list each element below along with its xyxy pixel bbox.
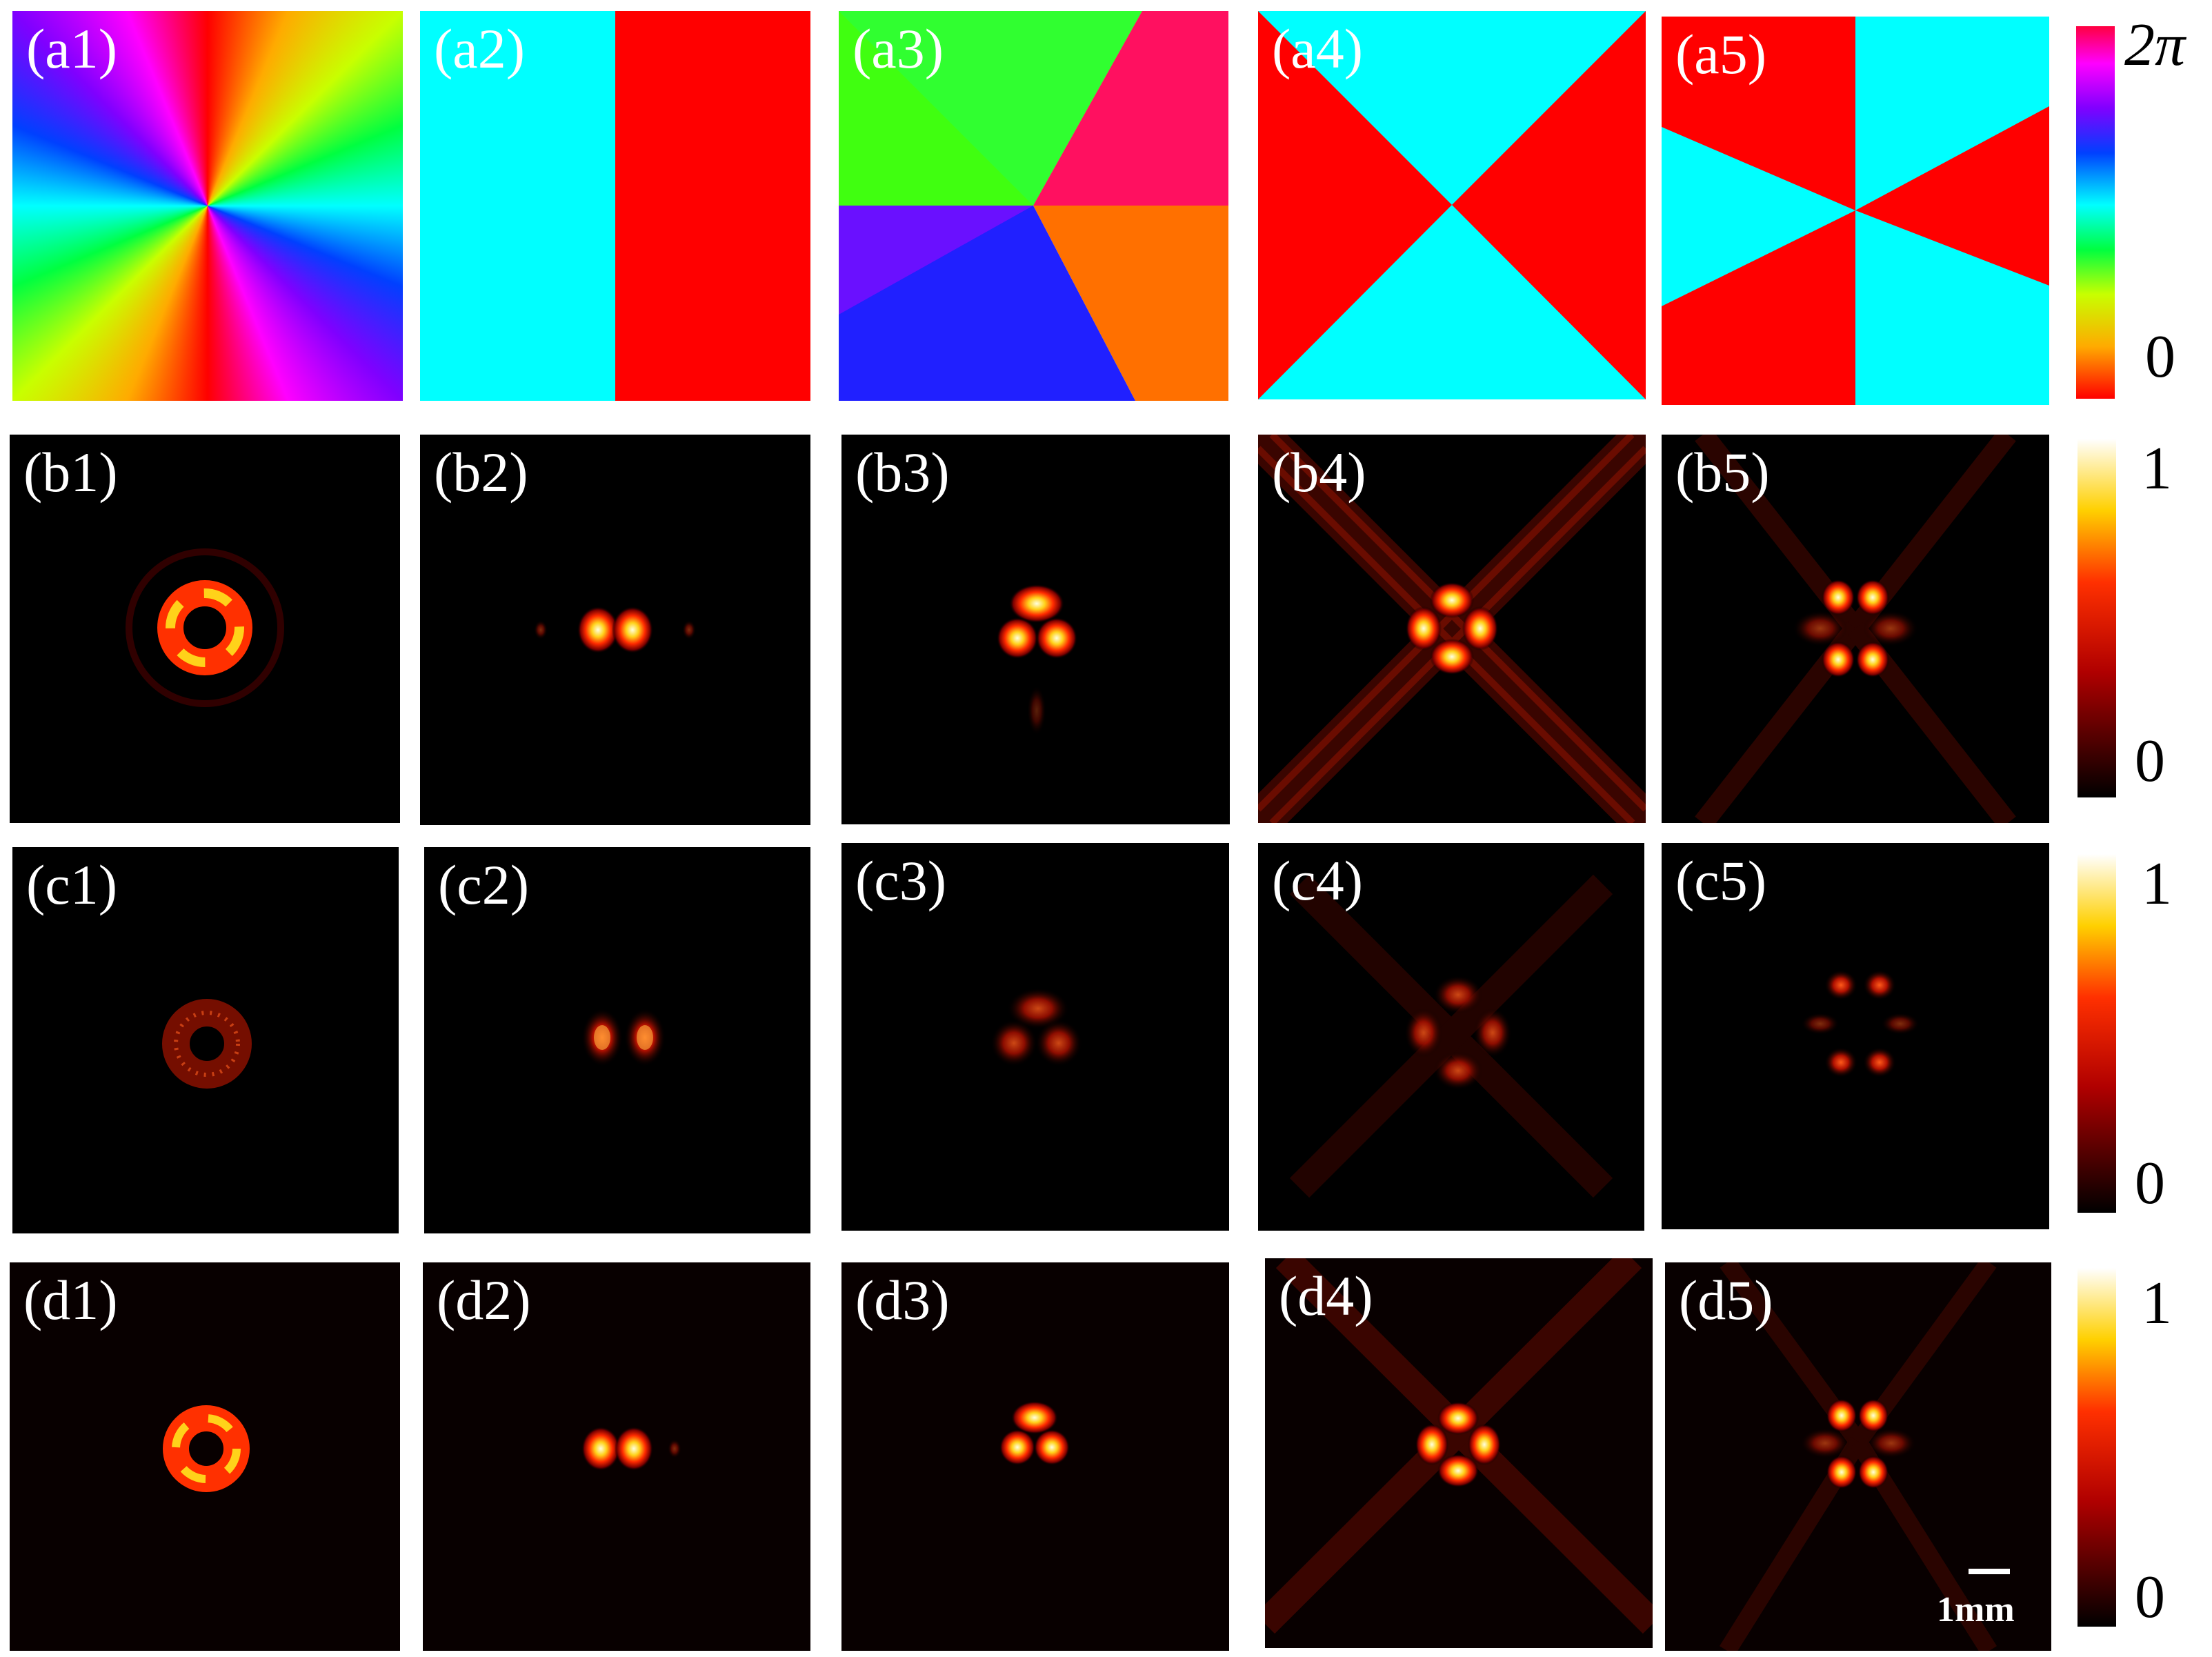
intensity-panel-c3: (c3) — [841, 843, 1229, 1231]
intensity-panel-c2: (c2) — [424, 847, 810, 1233]
panel-label: (d1) — [23, 1269, 118, 1331]
phase-panel-a1: (a1) — [12, 11, 403, 401]
scale-bar-label: 1mm — [1937, 1590, 2015, 1629]
two-lobe-beam-image — [581, 1427, 681, 1471]
intensity-panel-d3: (d3) — [841, 1262, 1229, 1651]
panel-label: (c5) — [1675, 849, 1767, 912]
intensity-panel-c1: (c1) — [12, 847, 399, 1233]
four-lobe-beam-image — [1695, 435, 2016, 823]
panel-label: (b5) — [1675, 441, 1770, 504]
intensity-panel-b1: (b1) — [10, 435, 400, 823]
intensity-panel-d2: (d2) — [423, 1262, 810, 1651]
colorbar-b-min-label: 0 — [2135, 728, 2165, 795]
cross-phase-image — [1258, 11, 1646, 399]
panel-label: (a3) — [853, 17, 944, 80]
binary-phase-image — [420, 11, 810, 401]
x-pattern-beam-image — [1258, 435, 1646, 823]
phase-panel-a5: (a5) — [1662, 17, 2049, 405]
colorbar-d-min-label: 0 — [2135, 1564, 2165, 1631]
intensity-panel-b2: (b2) — [420, 435, 810, 825]
panel-label: (c2) — [438, 853, 530, 916]
panel-label: (c4) — [1272, 849, 1364, 912]
three-lobe-beam-image — [999, 1401, 1070, 1465]
panel-label: (d4) — [1279, 1264, 1373, 1327]
sector-phase-image — [839, 11, 1228, 401]
donut-beam-image — [163, 1405, 250, 1492]
donut-beam-image — [162, 999, 252, 1089]
intensity-colorbar-b — [2078, 439, 2116, 797]
panel-label: (a5) — [1675, 23, 1767, 86]
intensity-colorbar-c — [2078, 854, 2116, 1213]
colorbar-b-max-label: 1 — [2142, 435, 2172, 502]
x-pattern-beam-image — [1289, 874, 1613, 1198]
three-lobe-beam-image — [990, 988, 1082, 1066]
panel-label: (d2) — [437, 1269, 531, 1331]
panel-label: (a1) — [26, 17, 118, 80]
intensity-panel-b5: (b5) — [1662, 435, 2049, 823]
panel-label: (d3) — [855, 1269, 950, 1331]
panel-label: (c1) — [26, 853, 118, 916]
four-lobe-beam-image — [1719, 1262, 1997, 1651]
three-lobe-beam-image — [997, 584, 1077, 735]
donut-beam-image — [126, 548, 284, 707]
panel-label: (c3) — [855, 849, 947, 912]
colorbar-c-min-label: 0 — [2135, 1150, 2165, 1217]
panel-label: (a2) — [434, 17, 526, 80]
x-pattern-beam-image — [1265, 1258, 1653, 1634]
two-lobe-beam-image — [534, 606, 696, 653]
colorbar-d-max-label: 1 — [2142, 1270, 2172, 1337]
intensity-panel-b4: (b4) — [1258, 435, 1646, 823]
intensity-panel-b3: (b3) — [841, 435, 1230, 824]
phase-panel-a3: (a3) — [839, 11, 1228, 401]
intensity-panel-d1: (d1) — [10, 1262, 400, 1651]
intensity-panel-c5: (c5) — [1662, 843, 2049, 1229]
intensity-panel-c4: (c4) — [1258, 843, 1644, 1231]
intensity-panel-d5: (d5) 1mm — [1665, 1262, 2051, 1651]
six-sector-phase-image — [1662, 17, 2049, 405]
scale-bar — [1969, 1569, 2010, 1574]
intensity-panel-d4: (d4) — [1265, 1258, 1653, 1648]
panel-label: (b4) — [1272, 441, 1366, 504]
phase-panel-a4: (a4) — [1258, 11, 1646, 399]
four-lobe-beam-image — [1801, 970, 1920, 1078]
intensity-colorbar-d — [2078, 1268, 2116, 1627]
phase-panel-a2: (a2) — [420, 11, 810, 401]
panel-label: (d5) — [1679, 1269, 1773, 1331]
phase-colorbar — [2076, 26, 2115, 399]
vortex-phase-image — [12, 11, 403, 401]
colorbar-c-max-label: 1 — [2142, 851, 2172, 917]
panel-label: (a4) — [1272, 17, 1364, 80]
panel-label: (b1) — [23, 441, 118, 504]
two-lobe-beam-image — [581, 1009, 666, 1066]
panel-label: (b2) — [434, 441, 528, 504]
phase-colorbar-min-label: 0 — [2145, 324, 2175, 390]
panel-label: (b3) — [855, 441, 950, 504]
phase-colorbar-max-label: 2π — [2124, 12, 2186, 79]
